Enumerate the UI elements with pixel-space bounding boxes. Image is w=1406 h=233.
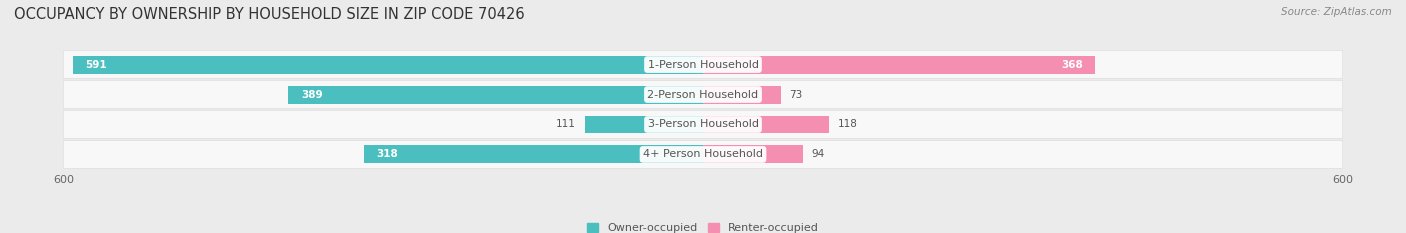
Text: 318: 318 <box>377 149 398 159</box>
FancyBboxPatch shape <box>63 110 1343 139</box>
Bar <box>703 116 828 134</box>
Bar <box>364 145 703 163</box>
Text: 389: 389 <box>301 89 322 99</box>
Text: 3-Person Household: 3-Person Household <box>648 120 758 130</box>
Text: 4+ Person Household: 4+ Person Household <box>643 149 763 159</box>
Text: 94: 94 <box>811 149 825 159</box>
FancyBboxPatch shape <box>63 140 1343 168</box>
Bar <box>585 116 703 134</box>
Text: 2-Person Household: 2-Person Household <box>647 89 759 99</box>
Text: 591: 591 <box>86 60 107 70</box>
Text: OCCUPANCY BY OWNERSHIP BY HOUSEHOLD SIZE IN ZIP CODE 70426: OCCUPANCY BY OWNERSHIP BY HOUSEHOLD SIZE… <box>14 7 524 22</box>
FancyBboxPatch shape <box>63 80 1343 109</box>
Legend: Owner-occupied, Renter-occupied: Owner-occupied, Renter-occupied <box>582 219 824 233</box>
Text: 368: 368 <box>1060 60 1083 70</box>
Bar <box>288 86 703 103</box>
Text: Source: ZipAtlas.com: Source: ZipAtlas.com <box>1281 7 1392 17</box>
Bar <box>703 86 780 103</box>
Text: 118: 118 <box>838 120 858 130</box>
Text: 111: 111 <box>557 120 576 130</box>
Text: 1-Person Household: 1-Person Household <box>648 60 758 70</box>
Text: 73: 73 <box>789 89 803 99</box>
Bar <box>703 56 1095 74</box>
Bar <box>73 56 703 74</box>
Bar <box>703 145 803 163</box>
FancyBboxPatch shape <box>63 51 1343 79</box>
